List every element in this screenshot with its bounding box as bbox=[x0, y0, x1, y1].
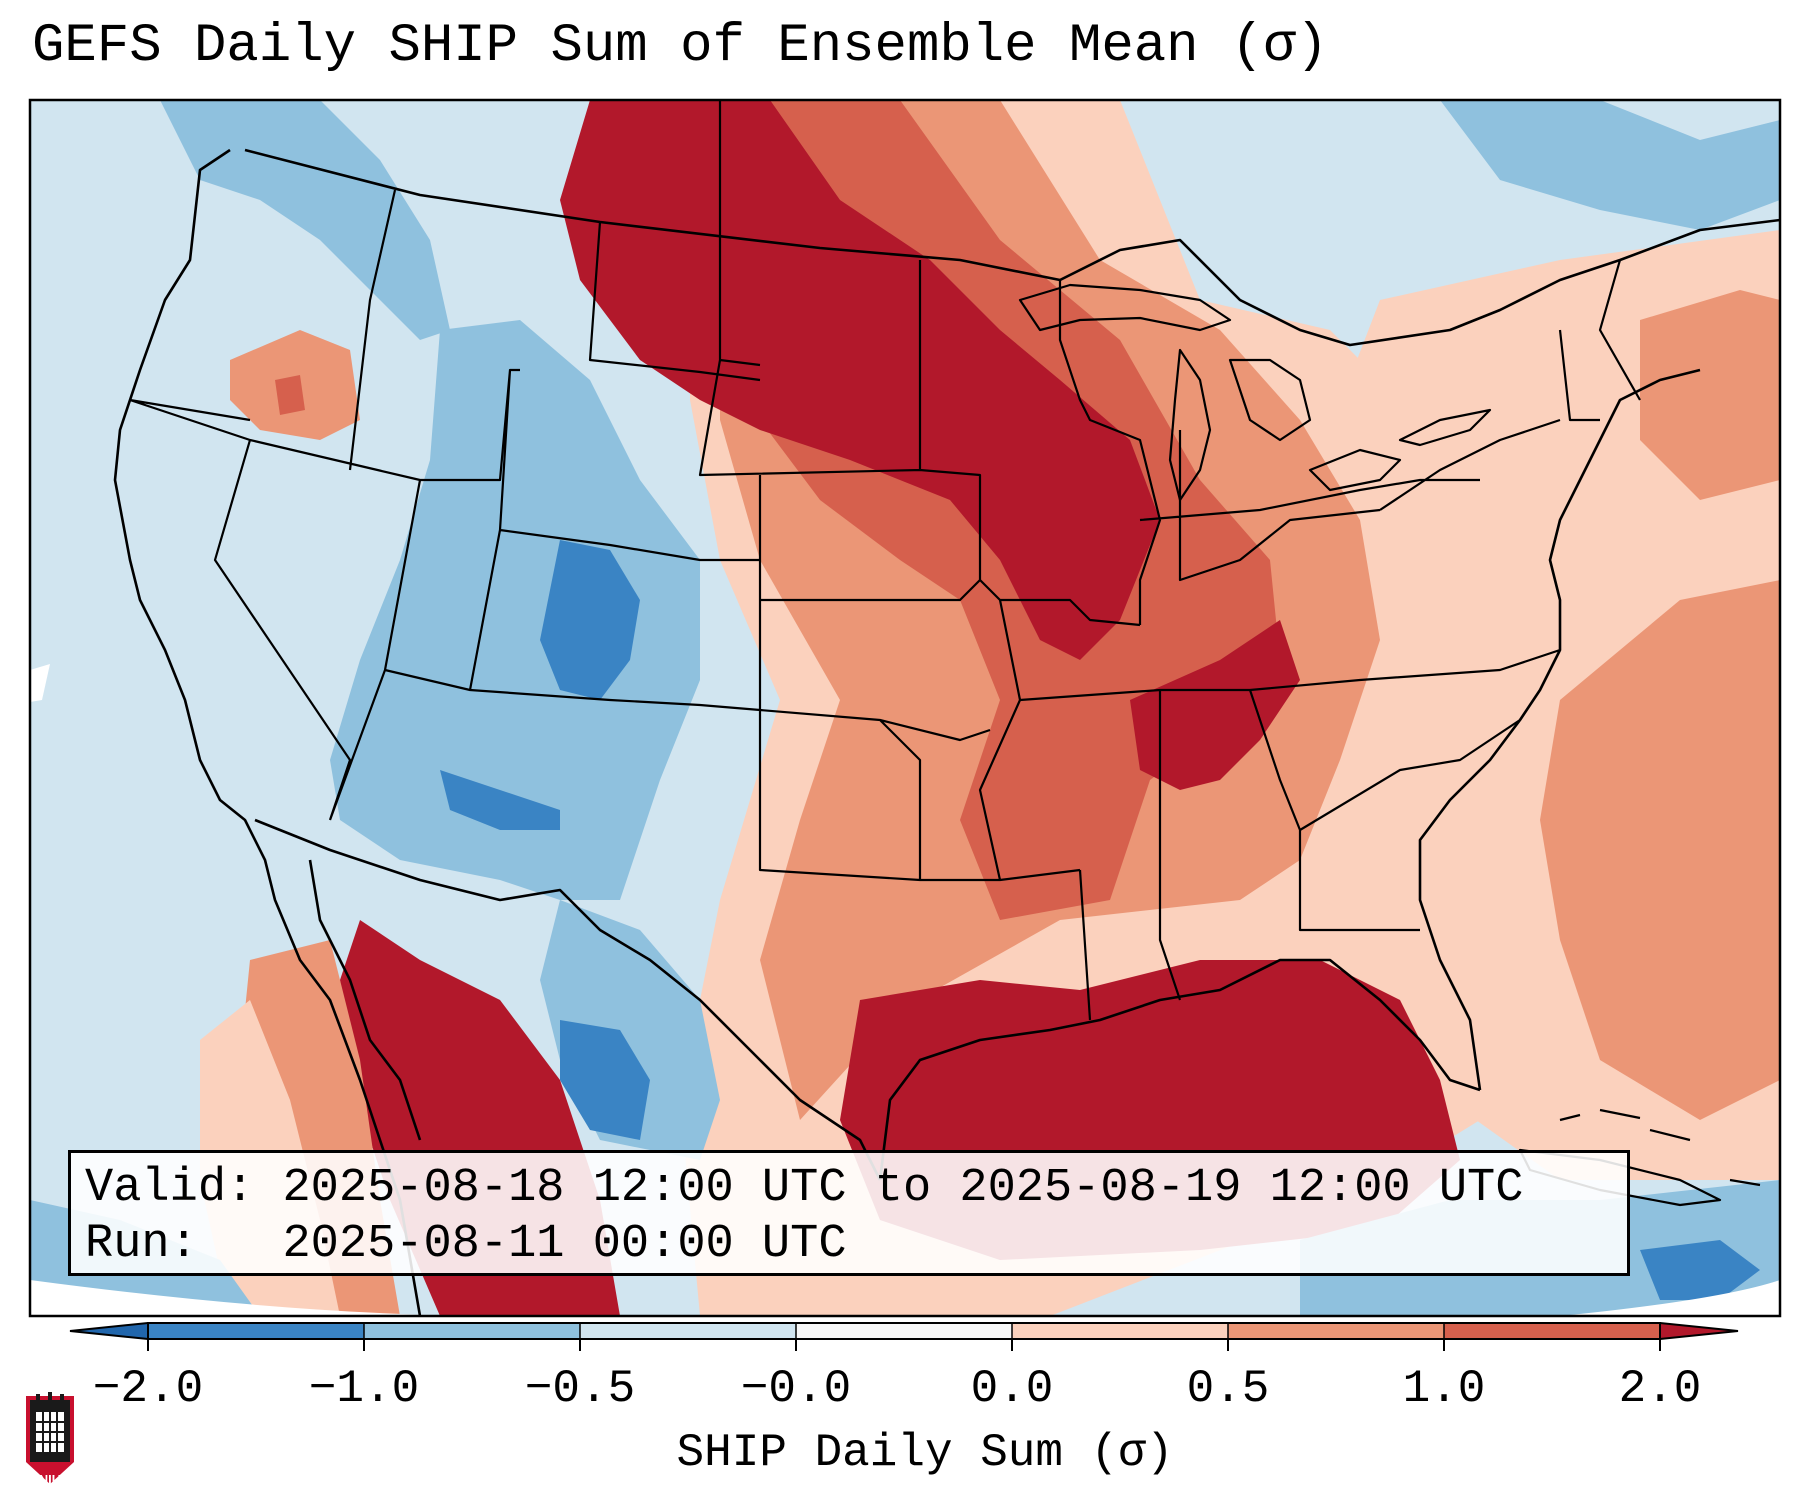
colorbar-tick-label: −1.0 bbox=[308, 1363, 420, 1415]
colorbar-tick-label: −0.5 bbox=[524, 1363, 636, 1415]
colorbar-bin bbox=[796, 1323, 1013, 1339]
chart-title: GEFS Daily SHIP Sum of Ensemble Mean (σ) bbox=[32, 16, 1329, 77]
colorbar-tick-label: 2.0 bbox=[1618, 1363, 1702, 1415]
field-ohio-dark-red bbox=[1130, 620, 1300, 790]
field-colorado-dark-blue bbox=[540, 540, 640, 700]
great-lakes bbox=[1018, 283, 1492, 502]
coastline-cuba bbox=[1518, 1108, 1761, 1207]
colorbar-tick-label: −0.0 bbox=[740, 1363, 852, 1415]
coastline-baja bbox=[308, 859, 422, 1141]
field-northeast-blue bbox=[1440, 100, 1780, 230]
info-box: Valid: 2025-08-18 12:00 UTC to 2025-08-1… bbox=[68, 1150, 1630, 1276]
field-texas-dark-blue bbox=[560, 1020, 650, 1140]
field-caribbean-dark-blue bbox=[1640, 1240, 1760, 1300]
run-label: Run: bbox=[85, 1218, 198, 1271]
field-pnw-red bbox=[275, 375, 305, 415]
state-lines bbox=[129, 100, 1641, 1021]
anomaly-field bbox=[30, 100, 1780, 1316]
colorbar-bin bbox=[364, 1323, 581, 1339]
colorbar-over-outline bbox=[1659, 1322, 1739, 1340]
colorbar-tick-label: 0.5 bbox=[1186, 1363, 1270, 1415]
colorbar-bin bbox=[1444, 1323, 1661, 1339]
coastline-east bbox=[1418, 368, 1701, 1091]
colorbar-under-triangle bbox=[70, 1323, 148, 1339]
colorbar bbox=[69, 1322, 1739, 1351]
coastline-west bbox=[113, 148, 422, 1316]
colorbar-bin bbox=[580, 1323, 797, 1339]
colorbar-over-triangle bbox=[1660, 1323, 1738, 1339]
colorbar-tick-label: 0.0 bbox=[970, 1363, 1054, 1415]
outside-domain-left bbox=[30, 1280, 500, 1316]
field-arizona-dark-blue bbox=[440, 770, 560, 830]
valid-value: 2025-08-18 12:00 UTC to 2025-08-19 12:00… bbox=[282, 1162, 1524, 1215]
colorbar-bin bbox=[1228, 1323, 1445, 1339]
niu-logo: NIU bbox=[22, 1392, 78, 1488]
outside-domain-right bbox=[1560, 1280, 1780, 1316]
map-frame bbox=[28, 98, 1782, 1318]
border-us-mexico bbox=[254, 818, 882, 1181]
logo-text: NIU bbox=[38, 1472, 62, 1487]
colorbar-bin bbox=[148, 1323, 365, 1339]
outside-domain-west-notch bbox=[30, 664, 50, 702]
field-northwest-blue bbox=[160, 100, 450, 340]
colorbar-title: SHIP Daily Sum (σ) bbox=[676, 1427, 1174, 1479]
colorbar-bin bbox=[1012, 1323, 1229, 1339]
colorbar-under-outline bbox=[69, 1322, 149, 1340]
field-atlantic-salmon bbox=[1540, 580, 1780, 1120]
border-us-canada bbox=[244, 148, 1780, 347]
valid-label: Valid: bbox=[85, 1162, 255, 1215]
colorbar-outline bbox=[147, 1322, 1661, 1340]
run-value: 2025-08-11 00:00 UTC bbox=[282, 1218, 847, 1271]
colorbar-tick-label: −2.0 bbox=[92, 1363, 204, 1415]
valid-row: Valid: 2025-08-18 12:00 UTC to 2025-08-1… bbox=[85, 1161, 1613, 1217]
logo-shield-icon bbox=[26, 1392, 74, 1484]
field-rockies-blue bbox=[330, 320, 700, 900]
field-northeast-salmon bbox=[1640, 290, 1780, 500]
coastline-gulf bbox=[878, 958, 1481, 1181]
colorbar-tick-label: 1.0 bbox=[1402, 1363, 1486, 1415]
boundaries bbox=[113, 100, 1780, 1316]
field-plains-dark-red bbox=[560, 100, 1160, 660]
run-row: Run: 2025-08-11 00:00 UTC bbox=[85, 1217, 1613, 1273]
